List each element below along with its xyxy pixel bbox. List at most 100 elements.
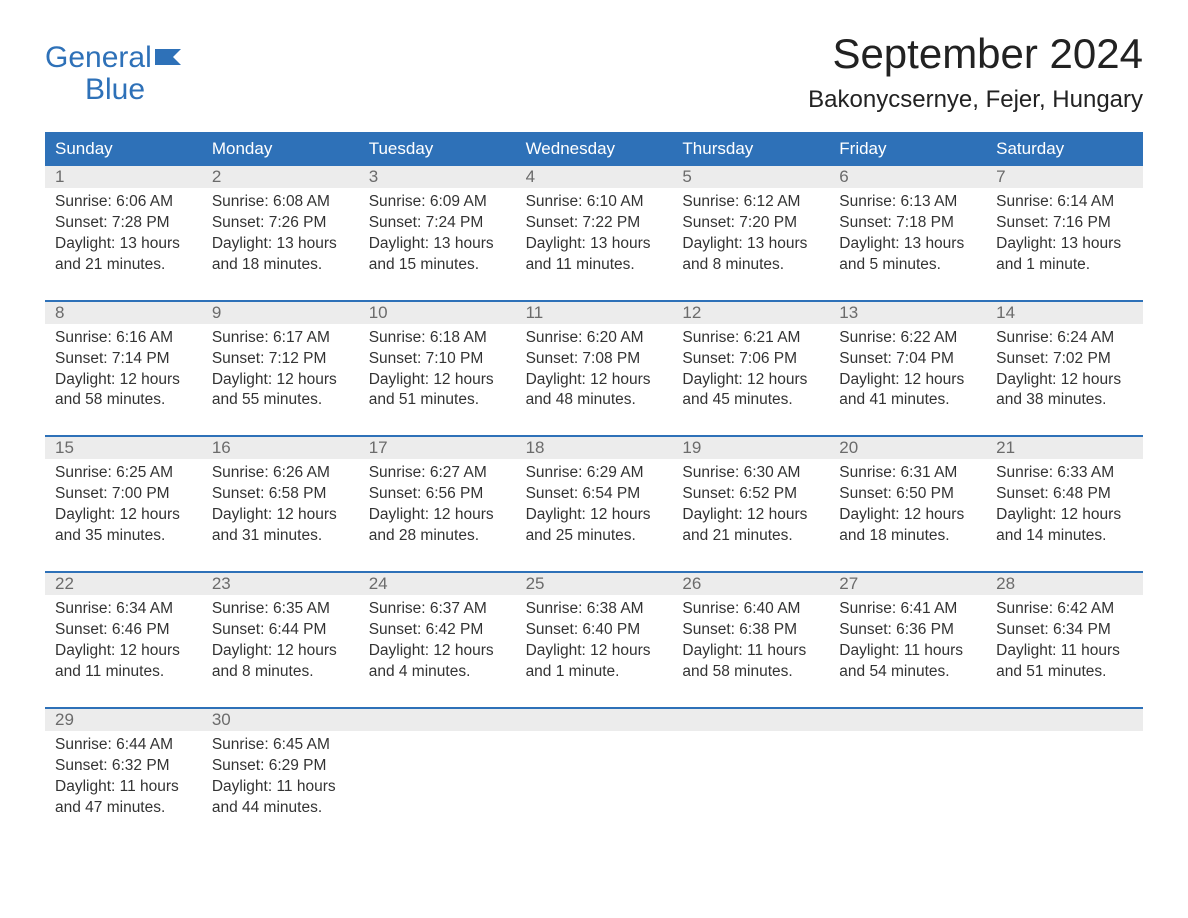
day-number: 25: [516, 573, 673, 595]
daylight-2: and 8 minutes.: [682, 255, 819, 276]
daylight-1: Daylight: 12 hours: [369, 505, 506, 526]
daylight-1: Daylight: 13 hours: [839, 234, 976, 255]
sunrise: Sunrise: 6:08 AM: [212, 192, 349, 213]
sunrise: Sunrise: 6:24 AM: [996, 328, 1133, 349]
daylight-2: and 21 minutes.: [682, 526, 819, 547]
dayname: Monday: [202, 132, 359, 166]
sunset: Sunset: 7:20 PM: [682, 213, 819, 234]
sunrise: Sunrise: 6:35 AM: [212, 599, 349, 620]
day-number: 23: [202, 573, 359, 595]
day-number: 26: [672, 573, 829, 595]
day-number: 3: [359, 166, 516, 188]
daylight-2: and 21 minutes.: [55, 255, 192, 276]
daylight-2: and 28 minutes.: [369, 526, 506, 547]
sunset: Sunset: 7:04 PM: [839, 349, 976, 370]
dayname: Saturday: [986, 132, 1143, 166]
sunrise: Sunrise: 6:34 AM: [55, 599, 192, 620]
day-number: 29: [45, 709, 202, 731]
daylight-2: and 58 minutes.: [682, 662, 819, 683]
daylight-1: Daylight: 12 hours: [839, 505, 976, 526]
daynum-row: 2930: [45, 709, 1143, 731]
content-row: Sunrise: 6:25 AMSunset: 7:00 PM Daylight:…: [45, 459, 1143, 555]
day-number: [516, 709, 673, 731]
sunset: Sunset: 7:02 PM: [996, 349, 1133, 370]
day-cell: Sunrise: 6:13 AMSunset: 7:18 PMDaylight:…: [829, 188, 986, 284]
week: 2930Sunrise: 6:44 AMSunset: 6:32 PMDayli…: [45, 707, 1143, 827]
sunset: Sunset: 6:36 PM: [839, 620, 976, 641]
sunset: Sunset: 6:48 PM: [996, 484, 1133, 505]
day-cell: Sunrise: 6:31 AMSunset: 6:50 PMDaylight:…: [829, 459, 986, 555]
day-number: 18: [516, 437, 673, 459]
daylight-1: Daylight: 12 hours: [839, 370, 976, 391]
sunset: Sunset: 7:26 PM: [212, 213, 349, 234]
day-cell: Sunrise: 6:18 AMSunset: 7:10 PMDaylight:…: [359, 324, 516, 420]
daylight-1: Daylight: 12 hours: [369, 370, 506, 391]
week: 15161718192021 Sunrise: 6:25 AMSunset: 7:…: [45, 435, 1143, 555]
daylight-2: and 14 minutes.: [996, 526, 1133, 547]
daylight-2: and 54 minutes.: [839, 662, 976, 683]
sunrise: Sunrise: 6:22 AM: [839, 328, 976, 349]
day-number: 20: [829, 437, 986, 459]
daylight-1: Daylight: 12 hours: [212, 370, 349, 391]
daylight-1: Daylight: 13 hours: [996, 234, 1133, 255]
day-cell: Sunrise: 6:40 AMSunset: 6:38 PMDaylight:…: [672, 595, 829, 691]
daylight-1: Daylight: 11 hours: [839, 641, 976, 662]
day-number: [672, 709, 829, 731]
sunrise: Sunrise: 6:45 AM: [212, 735, 349, 756]
daylight-2: and 5 minutes.: [839, 255, 976, 276]
daylight-1: Daylight: 11 hours: [682, 641, 819, 662]
day-number: 27: [829, 573, 986, 595]
month-title: September 2024: [808, 30, 1143, 78]
logo-text-2: Blue: [45, 74, 183, 106]
sunset: Sunset: 6:38 PM: [682, 620, 819, 641]
sunrise: Sunrise: 6:14 AM: [996, 192, 1133, 213]
dayname: Wednesday: [516, 132, 673, 166]
sunset: Sunset: 7:14 PM: [55, 349, 192, 370]
day-number: 21: [986, 437, 1143, 459]
sunrise: Sunrise: 6:29 AM: [526, 463, 663, 484]
day-cell: Sunrise: 6:42 AMSunset: 6:34 PMDaylight:…: [986, 595, 1143, 691]
dayname-header-row: SundayMondayTuesdayWednesdayThursdayFrid…: [45, 132, 1143, 166]
weeks-container: 1234567Sunrise: 6:06 AMSunset: 7:28 PMDa…: [45, 166, 1143, 826]
daynum-row: 15161718192021: [45, 437, 1143, 459]
sunrise: Sunrise: 6:10 AM: [526, 192, 663, 213]
day-cell: Sunrise: 6:34 AMSunset: 6:46 PMDaylight:…: [45, 595, 202, 691]
daylight-1: Daylight: 12 hours: [526, 641, 663, 662]
week: 22232425262728Sunrise: 6:34 AMSunset: 6:…: [45, 571, 1143, 691]
daylight-2: and 58 minutes.: [55, 390, 192, 411]
day-number: 8: [45, 302, 202, 324]
day-number: 7: [986, 166, 1143, 188]
sunset: Sunset: 7:00 PM: [55, 484, 192, 505]
daylight-2: and 41 minutes.: [839, 390, 976, 411]
day-number: 24: [359, 573, 516, 595]
day-number: 16: [202, 437, 359, 459]
day-number: 15: [45, 437, 202, 459]
sunset: Sunset: 6:46 PM: [55, 620, 192, 641]
daylight-1: Daylight: 13 hours: [526, 234, 663, 255]
sunrise: Sunrise: 6:44 AM: [55, 735, 192, 756]
sunset: Sunset: 6:54 PM: [526, 484, 663, 505]
logo: General Blue: [45, 42, 183, 105]
daynum-row: 1234567: [45, 166, 1143, 188]
sunrise: Sunrise: 6:25 AM: [55, 463, 192, 484]
day-cell: Sunrise: 6:25 AMSunset: 7:00 PMDaylight:…: [45, 459, 202, 555]
sunrise: Sunrise: 6:40 AM: [682, 599, 819, 620]
day-number: 14: [986, 302, 1143, 324]
day-number: [986, 709, 1143, 731]
day-cell: Sunrise: 6:33 AMSunset: 6:48 PMDaylight:…: [986, 459, 1143, 555]
day-cell: Sunrise: 6:10 AMSunset: 7:22 PMDaylight:…: [516, 188, 673, 284]
daynum-row: 22232425262728: [45, 573, 1143, 595]
sunrise: Sunrise: 6:41 AM: [839, 599, 976, 620]
sunset: Sunset: 7:10 PM: [369, 349, 506, 370]
sunrise: Sunrise: 6:30 AM: [682, 463, 819, 484]
day-number: 2: [202, 166, 359, 188]
daylight-1: Daylight: 12 hours: [526, 505, 663, 526]
daylight-1: Daylight: 11 hours: [212, 777, 349, 798]
sunrise: Sunrise: 6:27 AM: [369, 463, 506, 484]
day-cell: Sunrise: 6:35 AMSunset: 6:44 PMDaylight:…: [202, 595, 359, 691]
daylight-2: and 1 minute.: [996, 255, 1133, 276]
daylight-2: and 25 minutes.: [526, 526, 663, 547]
sunset: Sunset: 7:12 PM: [212, 349, 349, 370]
logo-text-1: General: [45, 42, 152, 74]
day-number: 12: [672, 302, 829, 324]
